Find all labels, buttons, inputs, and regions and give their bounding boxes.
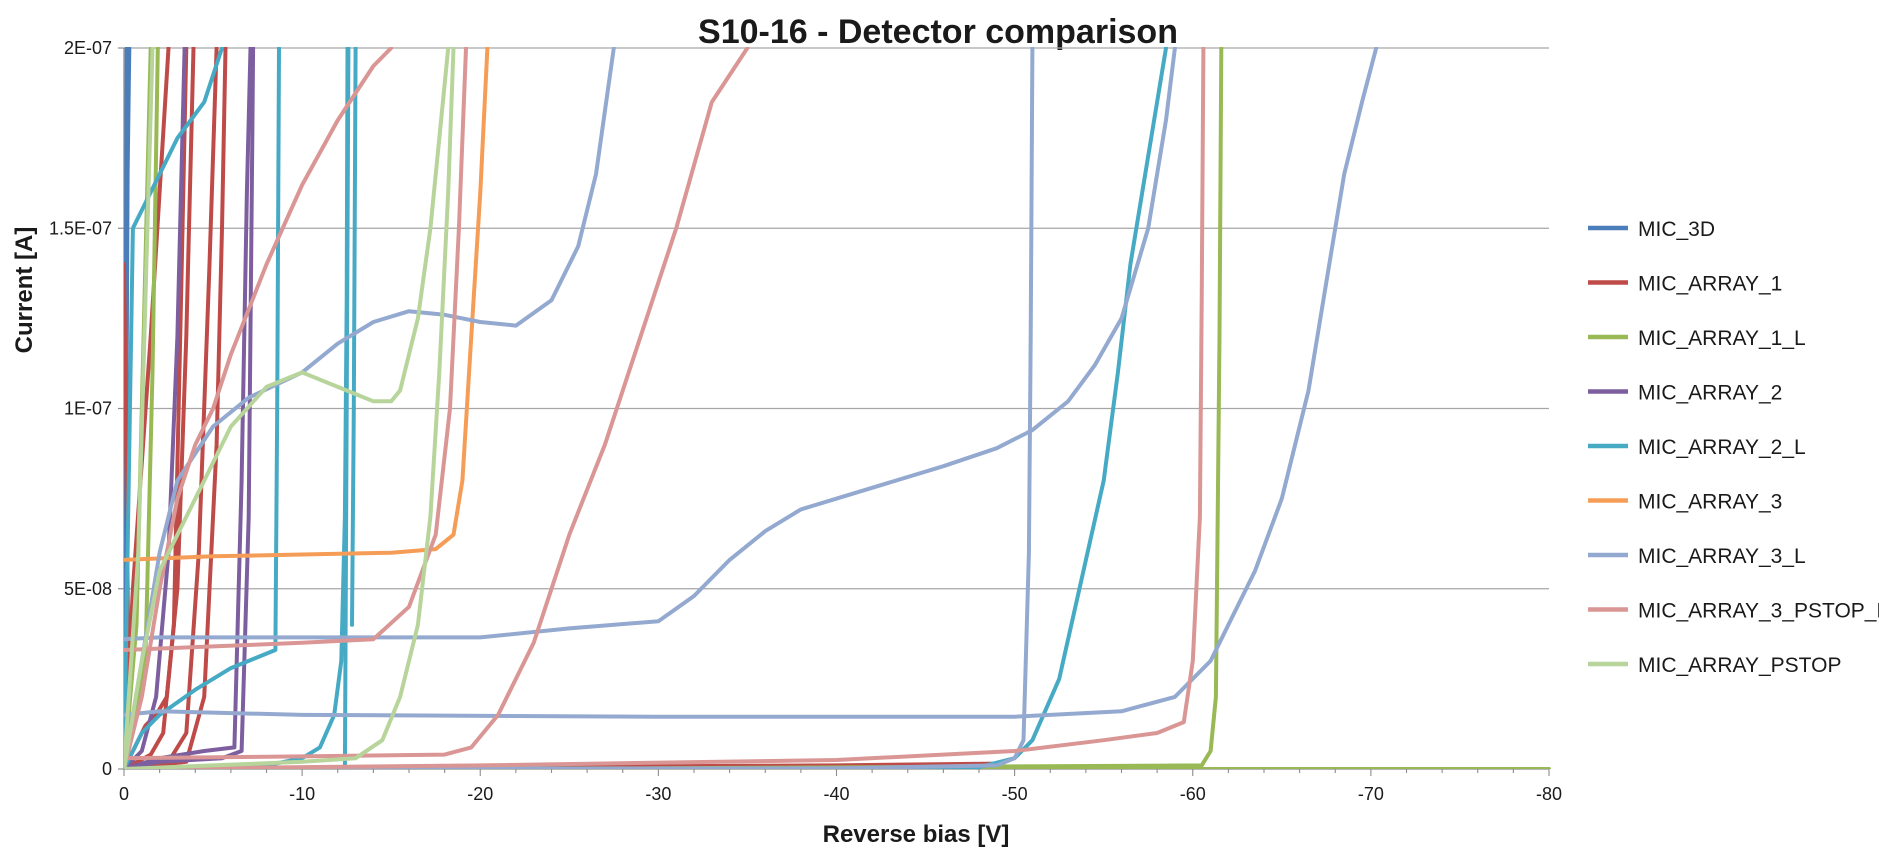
legend-label-mic-array-3-l: MIC_ARRAY_3_L bbox=[1638, 545, 1806, 568]
series-line-mic-array-2 bbox=[124, 47, 256, 769]
legend-label-mic-3d: MIC_3D bbox=[1638, 218, 1715, 241]
x-tick-label: -30 bbox=[645, 784, 671, 804]
legend-label-mic-array-3: MIC_ARRAY_3 bbox=[1638, 491, 1782, 514]
series-line-mic-array-3-l bbox=[124, 47, 1177, 642]
x-tick-label: -40 bbox=[823, 784, 849, 804]
series-line-mic-array-3 bbox=[124, 47, 490, 562]
series-line-mic-array-2-l bbox=[124, 47, 224, 769]
series-line-mic-array-3-pstop-l bbox=[124, 47, 1206, 769]
legend-label-mic-array-1-l: MIC_ARRAY_1_L bbox=[1638, 327, 1806, 350]
axes bbox=[118, 47, 1550, 776]
y-tick-label: 5E-08 bbox=[64, 579, 112, 599]
series-line-mic-array-3-pstop-l bbox=[124, 47, 468, 652]
grid-lines bbox=[124, 47, 1549, 590]
series-line-mic-array-2-l bbox=[124, 47, 281, 769]
series-line-mic-array-1 bbox=[124, 47, 228, 769]
chart-title: S10-16 - Detector comparison bbox=[698, 13, 1178, 51]
series-line-mic-array-3-pstop-l bbox=[124, 47, 394, 769]
legend-label-mic-array-2-l: MIC_ARRAY_2_L bbox=[1638, 436, 1806, 459]
legend: MIC_3D MIC_ARRAY_1 MIC_ARRAY_1_L MIC_ARRAY_… bbox=[1588, 218, 1879, 677]
x-tick-label: -80 bbox=[1536, 784, 1562, 804]
x-tick-labels: 0 -10 -20 -30 -40 -50 -60 -70 -80 bbox=[119, 784, 1562, 804]
series-line-mic-array-pstop bbox=[124, 47, 456, 769]
y-tick-label: 0 bbox=[102, 759, 112, 779]
y-axis-label: Current [A] bbox=[11, 227, 38, 354]
series-line-mic-array-3-pstop-l bbox=[124, 47, 750, 761]
series-line-mic-array-2-l bbox=[342, 47, 351, 769]
x-tick-label: -50 bbox=[1002, 784, 1028, 804]
x-tick-label: -20 bbox=[467, 784, 493, 804]
x-axis-label: Reverse bias [V] bbox=[823, 821, 1010, 848]
x-tick-label: -70 bbox=[1358, 784, 1384, 804]
y-tick-label: 1.5E-07 bbox=[49, 218, 112, 238]
series-line-mic-array-3-l bbox=[124, 47, 616, 769]
y-tick-label: 2E-07 bbox=[64, 38, 112, 58]
series-lines bbox=[124, 47, 1551, 769]
x-tick-label: -60 bbox=[1180, 784, 1206, 804]
legend-label-mic-array-3-pstop-l: MIC_ARRAY_3_PSTOP_L bbox=[1638, 600, 1879, 623]
series-line-mic-array-3-l bbox=[124, 47, 1379, 719]
y-tick-labels: 0 5E-08 1E-07 1.5E-07 2E-07 bbox=[49, 38, 112, 779]
y-tick-label: 1E-07 bbox=[64, 399, 112, 419]
legend-label-mic-array-pstop: MIC_ARRAY_PSTOP bbox=[1638, 654, 1841, 677]
series-line-mic-array-2 bbox=[124, 47, 187, 769]
series-line-mic-array-pstop bbox=[124, 47, 155, 769]
x-tick-label: 0 bbox=[119, 784, 129, 804]
legend-label-mic-array-1: MIC_ARRAY_1 bbox=[1638, 273, 1782, 296]
x-tick-label: -10 bbox=[289, 784, 315, 804]
series-line-mic-array-pstop bbox=[124, 47, 451, 769]
legend-label-mic-array-2: MIC_ARRAY_2 bbox=[1638, 382, 1782, 405]
